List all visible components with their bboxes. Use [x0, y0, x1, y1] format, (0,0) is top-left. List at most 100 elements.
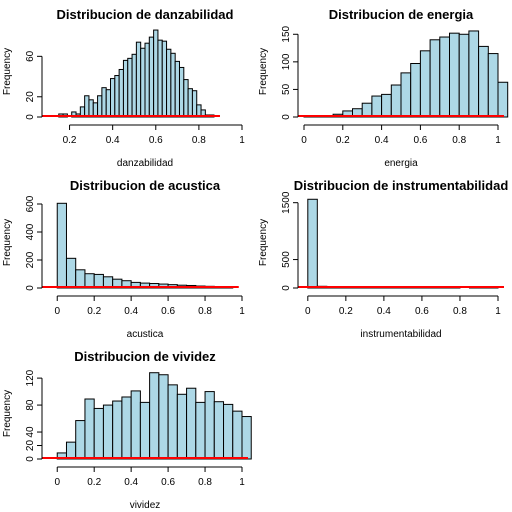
histogram-bar	[371, 95, 383, 118]
x-tick-label: 0.2	[63, 135, 77, 146]
histogram-bar	[381, 93, 392, 118]
histogram-bar	[400, 72, 412, 118]
histogram-bar	[468, 30, 480, 118]
histogram-bar	[131, 53, 137, 118]
histogram-bar	[135, 41, 142, 118]
x-tick-label: 0.6	[413, 135, 427, 146]
histogram-bar	[93, 273, 104, 289]
x-tick-label: 0.6	[149, 135, 163, 146]
histogram-bar	[105, 89, 112, 118]
histogram-bar	[161, 40, 168, 118]
y-tick-label: 1500	[281, 191, 292, 214]
y-tick-label: 0	[25, 285, 36, 291]
y-tick-label: 0	[281, 285, 292, 291]
x-tick-label: 0.4	[124, 477, 138, 488]
x-tick-label: 0.6	[161, 477, 175, 488]
histogram-bar	[84, 398, 95, 460]
x-axis-label: energia	[384, 158, 418, 169]
histogram-bar	[102, 404, 114, 460]
histogram-bar	[223, 403, 234, 460]
histogram-bar	[176, 393, 188, 460]
x-tick-label: 0.8	[192, 135, 206, 146]
x-tick-label: 0.4	[377, 306, 391, 317]
x-tick-label: 0	[54, 477, 60, 488]
x-tick-label: 0.6	[415, 306, 429, 317]
histogram-bar	[93, 407, 104, 460]
y-tick-label: 600	[25, 195, 36, 212]
y-axis-label: Frequency	[2, 219, 13, 266]
histogram-bar	[174, 60, 180, 118]
x-tick-label: 0.2	[339, 306, 353, 317]
x-axis-label: instrumentabilidad	[360, 329, 441, 340]
histogram-bar	[170, 52, 176, 118]
x-tick-label: 0.6	[161, 306, 175, 317]
histogram-bar	[114, 75, 120, 118]
histogram-bar	[92, 102, 99, 118]
chart-title: Distribucion de acustica	[70, 178, 221, 193]
histogram-bar	[204, 391, 215, 460]
histogram-bar	[390, 84, 402, 118]
histogram-bar	[149, 372, 160, 460]
histogram-bar	[449, 32, 460, 118]
x-tick-label: 0.8	[198, 306, 212, 317]
x-axis-label: danzabilidad	[117, 158, 173, 169]
histogram-bar	[75, 420, 86, 460]
x-tick-label: 1	[239, 135, 245, 146]
histogram-bar	[158, 374, 169, 460]
histogram-bar	[241, 416, 252, 460]
histogram-bar	[122, 59, 129, 118]
histogram-bar	[56, 202, 67, 289]
histogram-bar	[167, 384, 178, 460]
y-axis-label: Frequency	[2, 390, 13, 437]
histogram-bar	[110, 78, 116, 118]
y-tick-label: 400	[25, 223, 36, 240]
histogram-bar	[101, 87, 107, 118]
histogram-bar	[157, 39, 163, 118]
histogram-bar	[118, 68, 124, 118]
y-tick-label: 0	[25, 114, 36, 120]
x-tick-label: 0.2	[87, 477, 101, 488]
y-tick-label: 40	[25, 426, 36, 438]
y-axis-label: Frequency	[258, 48, 269, 95]
chart-title: Distribucion de vividez	[74, 349, 216, 364]
histogram-bar	[178, 66, 185, 118]
y-tick-label: 100	[281, 53, 292, 70]
histogram-bar	[478, 45, 489, 118]
x-tick-label: 0	[54, 306, 60, 317]
y-tick-label: 20	[25, 91, 36, 103]
y-tick-label: 20	[25, 440, 36, 452]
y-tick-label: 200	[25, 251, 36, 268]
histogram-bar	[195, 401, 206, 460]
chart-title: Distribucion de energia	[329, 7, 474, 22]
chart-panel: Distribucion de instrumentabilidad 0 0.2 0.…	[258, 178, 508, 340]
x-tick-label: 0.8	[453, 306, 467, 317]
histogram-bar	[213, 401, 225, 460]
y-axis-label: Frequency	[2, 48, 13, 95]
x-tick-label: 1	[239, 306, 245, 317]
histogram-bar	[232, 410, 243, 460]
x-tick-label: 0.4	[124, 306, 138, 317]
y-axis-label: Frequency	[258, 219, 269, 266]
chart-panel: Distribucion de energia 0 0.2 0.4 0.6 0.8 1 0 50…	[258, 7, 509, 169]
histogram-bar	[75, 269, 86, 289]
y-tick-label: 500	[281, 251, 292, 268]
x-axis-label: vividez	[130, 500, 161, 511]
histogram-bar	[458, 33, 470, 118]
x-tick-label: 0.8	[198, 477, 212, 488]
y-tick-label: 120	[25, 369, 36, 386]
histogram-bar	[127, 57, 133, 118]
histogram-bar	[497, 81, 509, 118]
histogram-bar	[429, 39, 441, 118]
histogram-bar	[112, 400, 123, 460]
histogram-bar	[186, 387, 197, 460]
histogram-bar	[153, 29, 159, 118]
histogram-bar	[191, 90, 198, 118]
histogram-bar	[84, 273, 95, 289]
x-tick-label: 0.4	[375, 135, 389, 146]
chart-panel: Distribucion de danzabilidad 0.2 0.4 0.6 0.8…	[2, 7, 245, 169]
chart-title: Distribucion de instrumentabilidad	[294, 178, 509, 193]
y-tick-label: 0	[25, 456, 36, 462]
histogram-bar	[88, 99, 94, 118]
histogram-bar	[148, 36, 155, 118]
histogram-bar	[121, 396, 132, 460]
